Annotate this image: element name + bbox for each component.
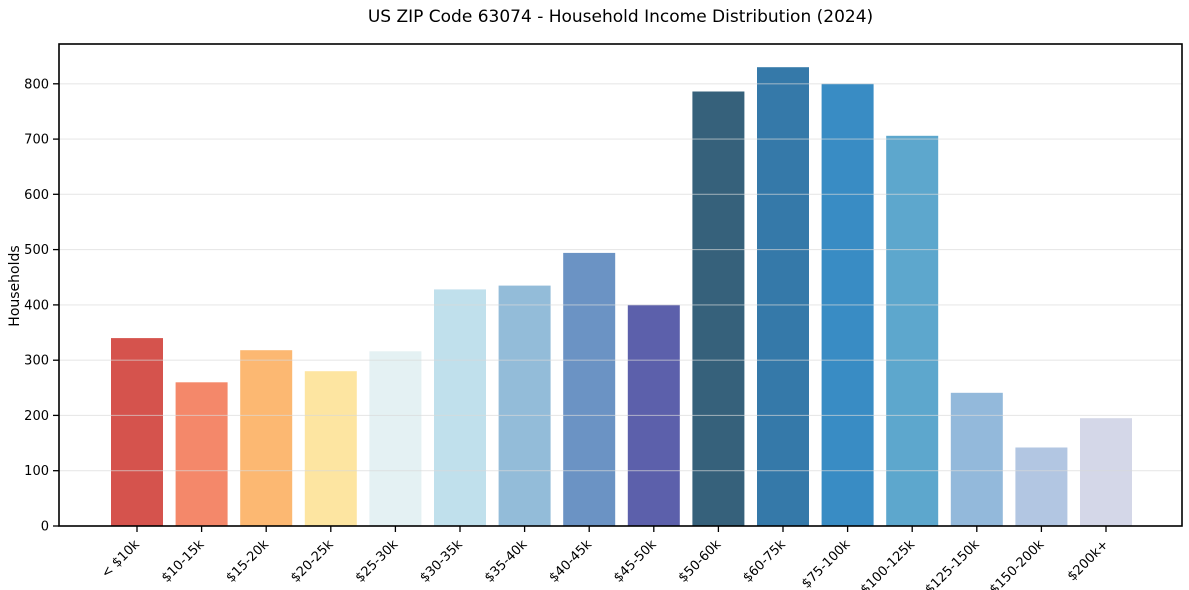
- bar-$200k+: [1080, 418, 1132, 526]
- x-tick-label: $45-50k: [611, 537, 660, 586]
- x-tick-label: $60-75k: [740, 537, 789, 586]
- x-tick-label: $100-125k: [858, 537, 919, 590]
- bar-$25-30k: [369, 351, 422, 526]
- bar-$150-200k: [1015, 447, 1068, 526]
- x-tick-label: $200k+: [1065, 537, 1112, 584]
- y-tick-label: 200: [24, 409, 49, 424]
- y-tick-label: 100: [24, 464, 49, 479]
- y-tick-label: 600: [24, 188, 49, 203]
- x-tick-label: $20-25k: [288, 537, 337, 586]
- bar-$125-150k: [950, 392, 1003, 526]
- x-tick-label: $35-40k: [482, 537, 531, 586]
- bar-$100-125k: [886, 135, 939, 527]
- bar-$35-40k: [498, 285, 551, 526]
- y-tick-label: 300: [24, 354, 49, 369]
- bar-$20-25k: [304, 371, 357, 526]
- bar-$40-45k: [563, 252, 616, 526]
- x-tick-label: $50-60k: [676, 537, 725, 586]
- y-tick-label: 400: [24, 298, 49, 313]
- x-tick-label: $15-20k: [224, 537, 273, 586]
- x-tick-label: < $10k: [99, 537, 143, 581]
- y-tick-label: 500: [24, 243, 49, 258]
- y-tick-label: 0: [41, 520, 49, 535]
- chart-title: US ZIP Code 63074 - Household Income Dis…: [367, 7, 874, 27]
- x-tick-label: $30-35k: [417, 537, 466, 586]
- bar-< $10k: [111, 338, 163, 526]
- x-tick-label: $125-150k: [922, 537, 983, 590]
- bar-$10-15k: [175, 382, 228, 526]
- bar-$15-20k: [240, 350, 293, 526]
- y-tick-label: 700: [24, 133, 49, 148]
- bar-$30-35k: [434, 289, 486, 526]
- x-tick-label: $150-200k: [987, 537, 1048, 590]
- x-tick-label: $25-30k: [353, 537, 402, 586]
- bar-$50-60k: [692, 91, 745, 526]
- x-tick-label: $75-100k: [799, 537, 854, 590]
- x-tick-label: $10-15k: [159, 537, 208, 586]
- x-tick-label: $40-45k: [547, 537, 596, 586]
- plot-border: [58, 43, 1183, 527]
- bar-$60-75k: [757, 67, 809, 526]
- y-tick-label: 800: [24, 77, 49, 92]
